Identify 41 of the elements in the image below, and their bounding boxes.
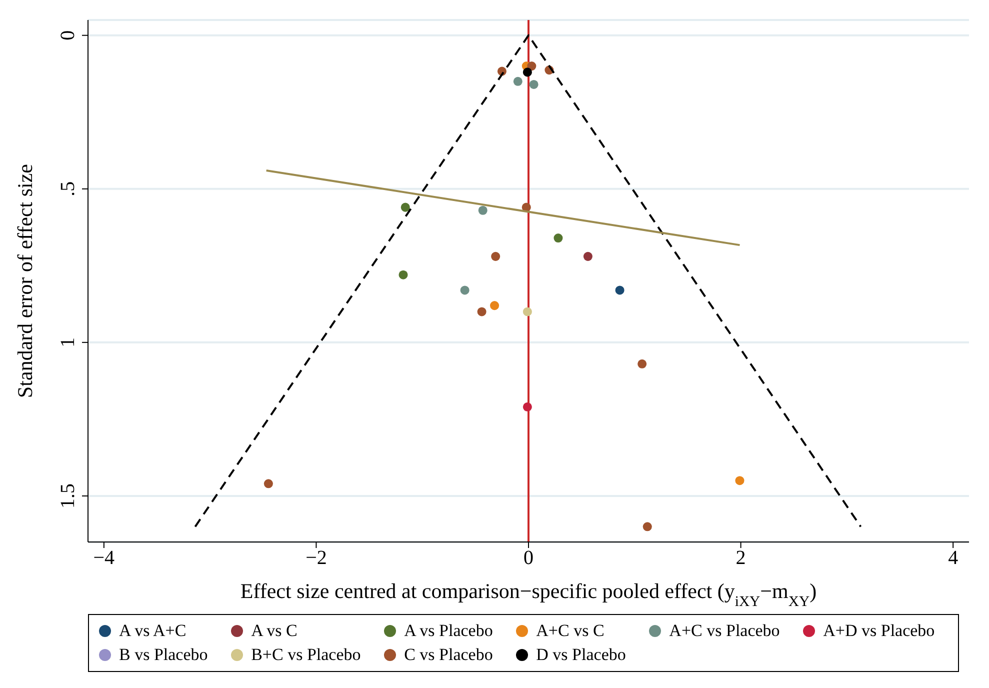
x-tick-label: 4 <box>948 547 958 570</box>
point <box>460 286 470 295</box>
point <box>554 234 563 243</box>
point <box>638 359 647 368</box>
point <box>477 307 486 316</box>
x-tick-label: 0 <box>524 547 534 570</box>
legend-label: A vs C <box>251 621 298 641</box>
point <box>264 479 273 488</box>
point <box>491 252 500 261</box>
point <box>522 402 532 412</box>
x-tick-label: −2 <box>306 547 327 570</box>
y-tick-label: 0 <box>57 30 79 40</box>
legend-label: D vs Placebo <box>536 645 626 665</box>
point <box>490 301 500 310</box>
x-axis-title: Effect size centred at comparison−specific pooled effect (y$_{iXY}$−m$_{XY}$) <box>240 579 817 610</box>
legend-label: A vs Placebo <box>404 621 493 641</box>
legend-label: A vs A+C <box>119 621 186 641</box>
legend-label: A+D vs Placebo <box>823 621 935 641</box>
point <box>529 80 538 89</box>
point <box>478 206 488 215</box>
legend-label: B+C vs Placebo <box>251 645 361 665</box>
y-tick-label: .5 <box>57 181 79 196</box>
legend-label: A+C vs C <box>536 621 604 641</box>
point <box>615 286 624 295</box>
point <box>583 252 592 261</box>
y-tick-label: 1.5 <box>57 483 79 508</box>
y-tick-label: 1 <box>57 337 79 348</box>
point <box>735 476 744 486</box>
x-tick-label: 2 <box>736 547 746 570</box>
point <box>642 522 652 532</box>
point <box>522 68 532 77</box>
x-tick-label: −4 <box>93 547 115 570</box>
y-axis-title: Standard error of effect size <box>13 164 37 398</box>
legend-label: B vs Placebo <box>119 645 208 665</box>
legend-label: A+C vs Placebo <box>669 621 780 641</box>
point <box>522 307 532 316</box>
point <box>513 76 522 86</box>
point <box>527 62 536 71</box>
point <box>400 202 410 212</box>
legend-label: C vs Placebo <box>404 645 493 665</box>
point <box>398 270 408 280</box>
